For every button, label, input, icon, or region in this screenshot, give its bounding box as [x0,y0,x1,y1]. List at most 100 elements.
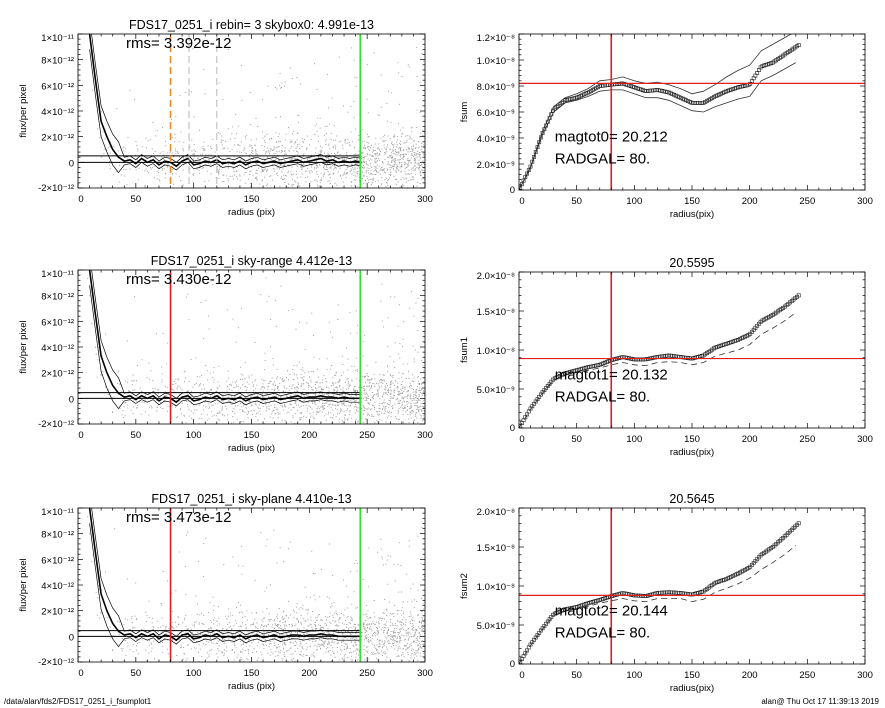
scatter-point [190,390,192,392]
scatter-point [215,415,217,417]
scatter-point [333,414,335,416]
scatter-point [406,573,408,575]
scatter-point [148,378,150,380]
scatter-point [240,373,242,375]
scatter-point [402,127,404,129]
scatter-point [379,170,381,172]
scatter-point [232,126,234,128]
scatter-point [330,416,332,418]
scatter-point [330,132,332,134]
scatter-point [328,411,329,413]
scatter-point [246,657,248,659]
scatter-point [334,167,336,169]
scatter-point [405,163,407,165]
scatter-point [371,408,373,410]
scatter-point [368,182,370,183]
scatter-point [344,405,346,406]
scatter-point [364,156,365,158]
scatter-point [264,401,266,402]
scatter-point [261,167,262,169]
scatter-point [386,383,387,385]
scatter-point [242,400,244,402]
x-tick-label: 0 [519,196,524,207]
scatter-point [311,164,313,166]
scatter-point [370,184,372,185]
scatter-point [406,178,408,180]
scatter-point [193,116,195,118]
scatter-point [273,153,275,155]
scatter-point [180,180,182,181]
scatter-point [356,638,358,640]
scatter-point [346,624,348,626]
scatter-point [377,395,379,397]
scatter-point [251,395,253,397]
scatter-point [422,387,423,389]
scatter-point [375,155,377,157]
scatter-point [296,161,298,163]
scatter-point [386,182,388,184]
scatter-point [213,381,215,383]
scatter-point [183,141,185,143]
scatter-point [414,158,415,160]
scatter-point [332,172,334,174]
scatter-point [230,395,232,397]
scatter-point [402,410,404,412]
scatter-point [337,404,339,406]
scatter-point [320,639,322,641]
scatter-point [276,325,278,327]
scatter-point [399,393,401,395]
scatter-point [262,396,264,398]
scatter-point [169,151,171,153]
scatter-point [230,403,232,405]
scatter-point [312,629,314,631]
scatter-point [163,168,165,170]
scatter-point [365,392,367,394]
scatter-point [424,192,425,193]
scatter-point [328,107,330,109]
scatter-point [418,410,420,412]
scatter-point [287,637,289,639]
scatter-point [386,630,388,632]
scatter-point [121,414,123,416]
scatter-point [283,390,284,392]
scatter-point [297,409,299,411]
scatter-point [340,399,342,401]
scatter-point [286,388,288,389]
scatter-point [355,85,357,87]
scatter-point [134,154,136,156]
scatter-point [388,415,390,417]
scatter-point [350,181,352,183]
scatter-point [349,394,351,396]
scatter-point [202,166,204,168]
scatter-point [167,342,169,344]
scatter-point [407,395,409,397]
scatter-point [372,177,374,179]
scatter-point [343,391,345,393]
scatter-point [307,393,309,395]
scatter-point [398,304,400,306]
scatter-point [374,386,376,388]
scatter-point [388,639,390,641]
scatter-point [211,415,213,417]
scatter-point [415,408,417,410]
scatter-point [332,384,334,386]
scatter-point [282,622,284,623]
scatter-point [97,359,99,361]
scatter-point [377,551,378,553]
scatter-point [289,638,291,640]
scatter-point [368,142,370,144]
scatter-point [334,182,336,184]
scatter-point [278,159,280,161]
scatter-point [187,645,189,646]
scatter-point [92,554,94,556]
scatter-point [420,171,422,173]
scatter-point [376,649,378,651]
scatter-point [296,154,298,156]
scatter-point [403,666,404,667]
scatter-point [346,392,348,394]
scatter-point [383,144,385,146]
scatter-point [339,154,341,156]
scatter-point [195,647,197,649]
scatter-point [402,381,404,382]
scatter-point [334,641,336,643]
